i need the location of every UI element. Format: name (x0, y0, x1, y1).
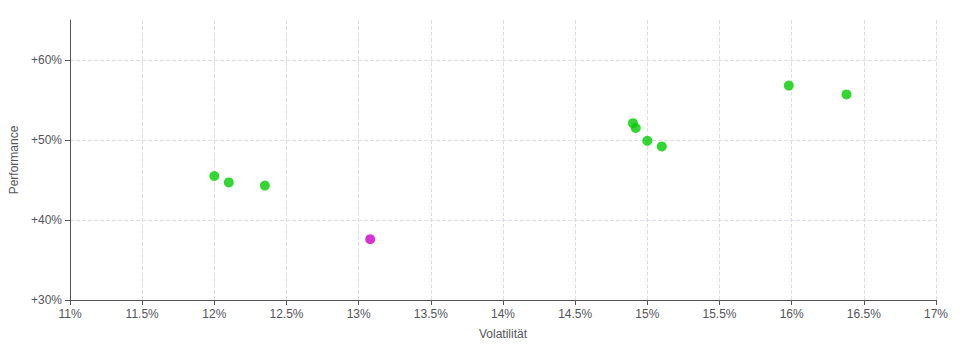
svg-text:12.5%: 12.5% (269, 307, 303, 321)
svg-text:+40%: +40% (31, 213, 62, 227)
svg-text:11.5%: 11.5% (126, 307, 159, 321)
svg-text:+50%: +50% (31, 133, 62, 147)
svg-text:11%: 11% (58, 307, 81, 321)
svg-text:12%: 12% (202, 307, 226, 321)
svg-text:+30%: +30% (31, 293, 62, 307)
svg-text:17%: 17% (924, 307, 948, 321)
svg-text:15.5%: 15.5% (702, 307, 736, 321)
svg-text:Volatilität: Volatilität (479, 327, 528, 341)
svg-text:14.5%: 14.5% (558, 307, 592, 321)
svg-text:+60%: +60% (31, 53, 62, 67)
svg-text:13.5%: 13.5% (414, 307, 448, 321)
svg-text:14%: 14% (491, 307, 515, 321)
svg-text:Performance: Performance (7, 125, 21, 194)
svg-text:16%: 16% (780, 307, 804, 321)
svg-text:16.5%: 16.5% (847, 307, 881, 321)
svg-text:13%: 13% (347, 307, 371, 321)
svg-text:15%: 15% (635, 307, 659, 321)
